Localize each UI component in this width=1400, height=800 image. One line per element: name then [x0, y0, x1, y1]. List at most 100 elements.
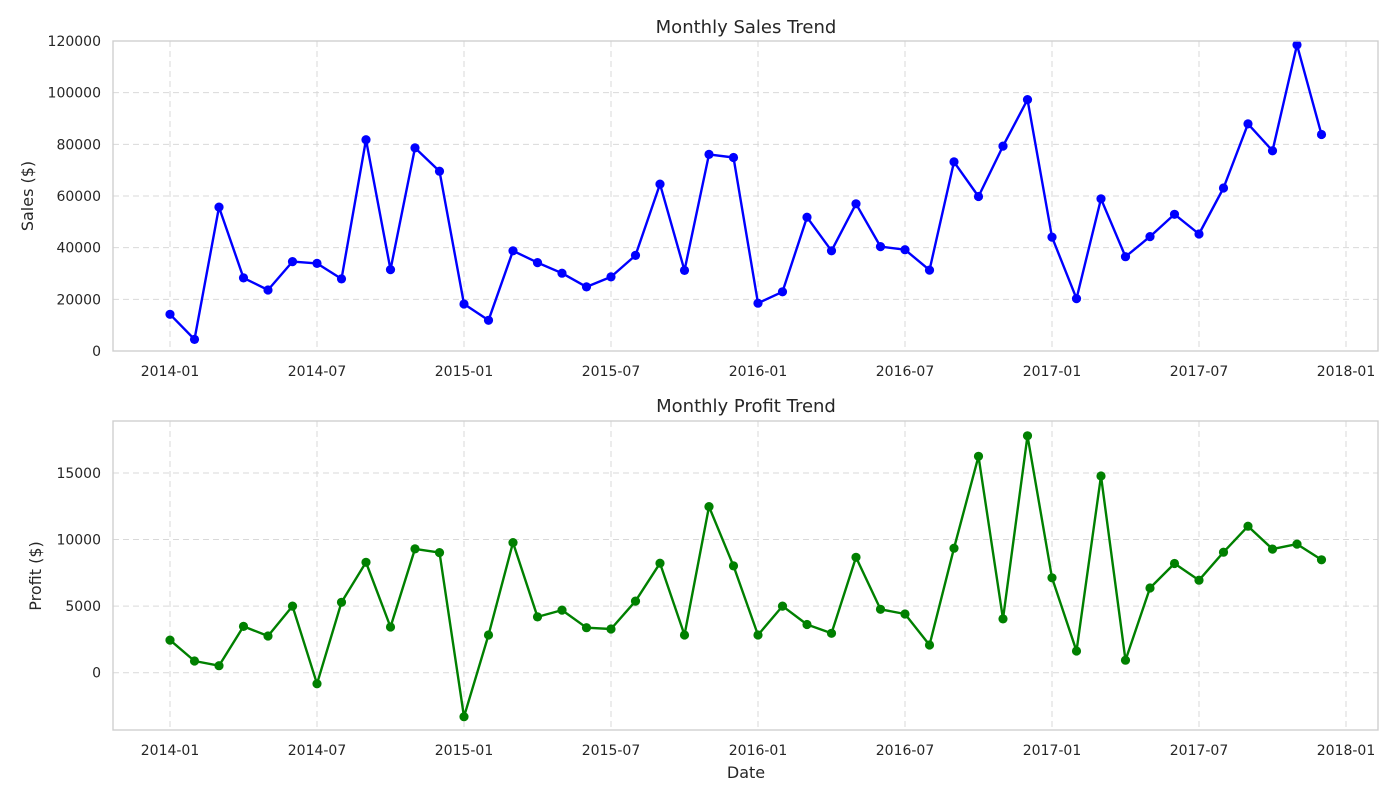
profit-y-tick-label: 10000	[56, 533, 101, 549]
sales-point-2016-07	[900, 245, 910, 255]
profit-point-2016-09	[949, 543, 959, 553]
sales-point-2015-12	[728, 152, 739, 163]
sales-y-axis-label: Sales ($)	[18, 161, 37, 231]
profit-ticks: 0 5000 10000 15000 2014-01 2014-07 2015-01 2015…	[56, 466, 1375, 759]
sales-point-2014-04	[238, 273, 249, 283]
sales-y-tick-label: 0	[92, 344, 101, 360]
profit-series	[165, 431, 1327, 722]
sales-point-2016-09	[949, 157, 959, 167]
sales-x-tick-label: 2014-01	[141, 364, 200, 380]
sales-x-tick-label: 2016-07	[876, 364, 935, 380]
profit-point-2015-09	[655, 558, 665, 568]
profit-point-2014-10	[385, 622, 396, 632]
sales-point-2014-09	[361, 135, 371, 145]
profit-point-2016-12	[1022, 431, 1033, 441]
profit-point-2016-05	[851, 552, 861, 562]
profit-point-2017-01	[1047, 573, 1057, 583]
profit-point-2014-06	[287, 601, 298, 611]
profit-y-tick-label: 5000	[65, 599, 101, 615]
sales-y-tick-label: 120000	[48, 34, 101, 50]
profit-x-tick-label: 2015-01	[435, 743, 494, 759]
sales-point-2015-08	[630, 250, 641, 260]
profit-point-2014-07	[312, 679, 322, 689]
profit-point-2015-01	[459, 712, 469, 722]
sales-point-2017-12	[1316, 129, 1327, 140]
sales-point-2014-07	[312, 258, 322, 268]
profit-point-2017-03	[1096, 471, 1106, 481]
profit-point-2017-02	[1071, 646, 1082, 656]
sales-x-tick-label: 2014-07	[288, 364, 347, 380]
sales-point-2017-06	[1169, 209, 1180, 219]
sales-point-2015-01	[459, 299, 469, 309]
profit-point-2014-09	[361, 557, 371, 567]
profit-point-2015-11	[704, 502, 714, 512]
profit-x-tick-label: 2014-07	[288, 743, 347, 759]
profit-point-2016-04	[826, 628, 837, 638]
profit-x-axis-label: Date	[727, 763, 765, 782]
profit-point-2016-06	[875, 604, 886, 614]
profit-y-tick-label: 15000	[56, 466, 101, 482]
sales-point-2016-10	[973, 191, 984, 202]
profit-x-tick-label: 2017-01	[1023, 743, 1082, 759]
profit-chart-title: Monthly Profit Trend	[656, 396, 836, 417]
profit-chart: Monthly Profit Trend Profit ($) Date 0 50…	[26, 396, 1379, 782]
sales-point-2014-10	[385, 265, 396, 275]
profit-point-2015-02	[483, 630, 494, 640]
profit-point-2015-07	[606, 624, 616, 634]
profit-point-2017-11	[1292, 539, 1302, 549]
profit-point-2017-12	[1316, 555, 1327, 565]
sales-chart: Monthly Sales Trend Sales ($) 0 20000 4000…	[18, 17, 1379, 380]
sales-point-2016-08	[924, 265, 935, 275]
sales-point-2017-02	[1071, 294, 1082, 304]
sales-y-tick-label: 20000	[56, 292, 101, 308]
profit-point-2014-12	[434, 548, 445, 558]
sales-y-tick-label: 60000	[56, 189, 101, 205]
profit-point-2016-03	[802, 619, 812, 630]
sales-point-2015-04	[532, 258, 543, 268]
profit-point-2015-10	[679, 630, 690, 640]
sales-point-2015-03	[508, 246, 518, 256]
sales-point-2014-05	[263, 285, 273, 295]
sales-point-2016-01	[753, 298, 763, 308]
sales-point-2016-11	[998, 141, 1008, 151]
sales-ticks: 0 20000 40000 60000 80000 100000 120000 2014-01…	[48, 34, 1376, 380]
sales-x-tick-label: 2017-07	[1170, 364, 1229, 380]
profit-point-2017-07	[1194, 575, 1204, 585]
profit-point-2017-06	[1169, 558, 1180, 569]
profit-y-axis-label: Profit ($)	[26, 541, 45, 610]
profit-point-2017-09	[1243, 521, 1253, 531]
sales-x-tick-label: 2018-01	[1317, 364, 1376, 380]
profit-point-2017-05	[1145, 583, 1155, 593]
sales-series	[165, 40, 1327, 344]
profit-plot-frame	[112, 420, 1379, 731]
sales-point-2017-05	[1145, 232, 1155, 242]
profit-gridlines	[113, 421, 1378, 730]
sales-plot-frame	[112, 40, 1379, 352]
profit-point-2014-03	[214, 661, 224, 671]
sales-point-2015-09	[655, 179, 665, 189]
sales-point-2015-10	[679, 265, 690, 275]
sales-point-2017-04	[1120, 252, 1131, 262]
profit-x-tick-label: 2017-07	[1170, 743, 1229, 759]
profit-point-2016-11	[998, 614, 1008, 624]
profit-x-tick-label: 2016-07	[876, 743, 935, 759]
sales-point-2017-08	[1218, 183, 1229, 193]
sales-point-2017-09	[1243, 119, 1253, 129]
sales-point-2016-02	[777, 287, 788, 297]
profit-x-tick-label: 2018-01	[1317, 743, 1376, 759]
profit-y-tick-label: 0	[92, 666, 101, 682]
sales-x-tick-label: 2016-01	[729, 364, 788, 380]
sales-point-2015-07	[606, 272, 616, 282]
sales-point-2015-02	[483, 315, 494, 325]
profit-x-tick-label: 2016-01	[729, 743, 788, 759]
profit-point-2014-11	[410, 544, 420, 554]
sales-y-tick-label: 100000	[48, 86, 101, 102]
profit-point-2017-10	[1267, 544, 1278, 554]
profit-point-2015-08	[630, 596, 641, 606]
sales-point-2016-04	[826, 246, 837, 256]
profit-point-2016-02	[777, 601, 788, 611]
profit-point-2016-08	[924, 640, 935, 650]
sales-x-tick-label: 2015-01	[435, 364, 494, 380]
profit-point-2016-07	[900, 609, 910, 619]
profit-point-2015-12	[728, 561, 739, 571]
